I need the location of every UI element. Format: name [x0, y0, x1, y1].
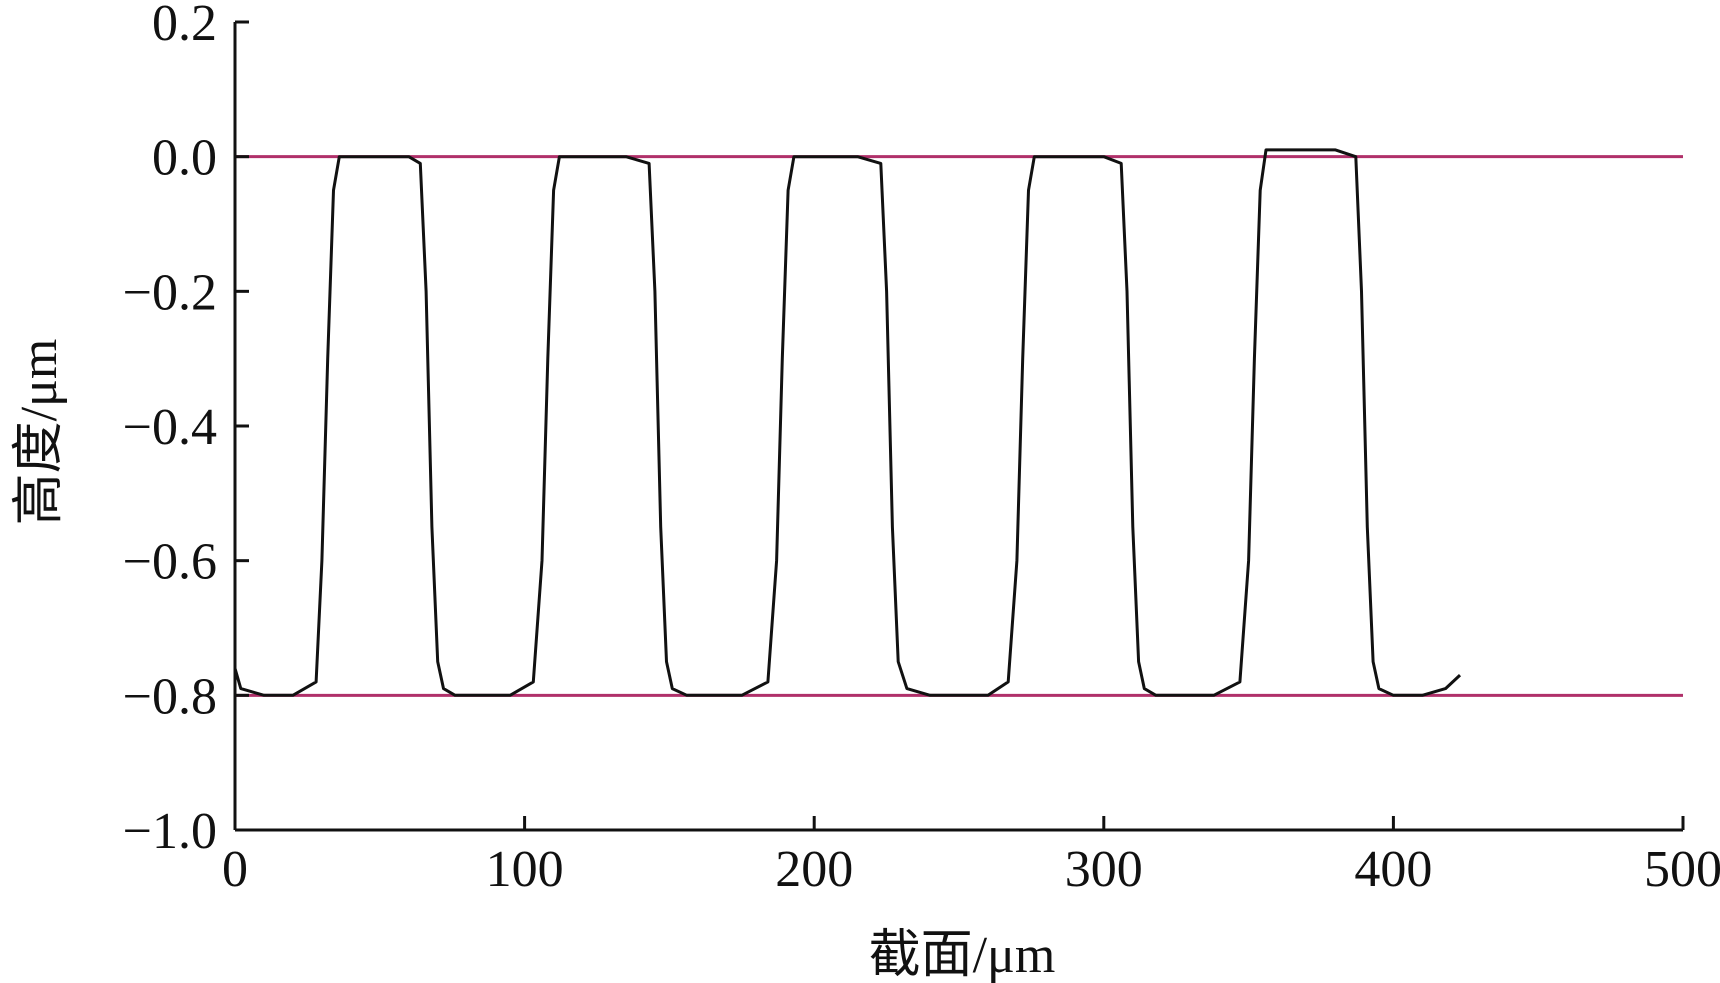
y-tick-label: 0.2: [152, 0, 217, 52]
x-tick-label: 0: [222, 841, 248, 898]
x-tick-label: 400: [1354, 841, 1432, 898]
y-tick-label: −0.4: [123, 399, 217, 456]
y-tick-label: −0.8: [123, 668, 217, 725]
x-tick-label: 300: [1065, 841, 1143, 898]
x-tick-label: 500: [1644, 841, 1720, 898]
series-line-0: [233, 148, 1462, 697]
x-tick-label: 200: [775, 841, 853, 898]
y-ticks: 0.2 0.0 −0.2 −0.4 −0.6 −0.8 −1.0: [123, 0, 249, 860]
y-tick-label: −0.2: [123, 264, 217, 321]
y-tick-label: 0.0: [152, 130, 217, 187]
x-tick-label: 100: [486, 841, 564, 898]
y-tick-label: −1.0: [123, 803, 217, 860]
y-axis-title: 高度/μm: [11, 339, 68, 526]
x-ticks: 0 100 200 300 400 500: [222, 816, 1720, 898]
y-tick-label: −0.6: [123, 534, 217, 591]
reference-lines: [235, 155, 1683, 697]
x-axis-title: 截面/μm: [869, 927, 1056, 983]
axes: [233, 22, 1683, 832]
data-series: [233, 148, 1462, 697]
